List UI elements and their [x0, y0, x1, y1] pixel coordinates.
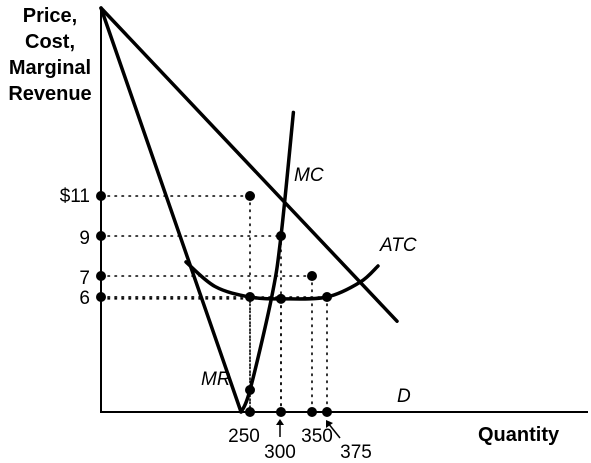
y-axis-label-line-3: Marginal	[9, 57, 91, 79]
x-axis-label: Quantity	[478, 424, 560, 446]
curve-label-d: D	[397, 386, 411, 407]
y-axis-label-line-1: Price,	[23, 5, 77, 27]
x-tick-label-375: 375	[340, 442, 372, 463]
point-3	[322, 292, 332, 302]
x-tick-dot-1	[276, 407, 286, 417]
point-6	[245, 385, 255, 395]
y-axis-label-line-4: Revenue	[8, 83, 91, 105]
x-tick-label-250: 250	[228, 426, 260, 447]
y-tick-dot-1	[96, 231, 106, 241]
y-tick-dot-0	[96, 191, 106, 201]
curve-label-atc: ATC	[379, 235, 417, 256]
point-0	[245, 191, 255, 201]
point-4	[245, 292, 255, 302]
y-tick-label-9: 9	[79, 228, 90, 249]
point-5	[276, 293, 286, 304]
y-tick-dot-2	[96, 271, 106, 281]
x-tick-label-350: 350	[301, 426, 333, 447]
x-tick-dot-2	[307, 407, 317, 417]
arrow-375-head	[326, 420, 333, 428]
curve-d	[99, 6, 399, 323]
y-tick-dot-3	[96, 292, 106, 302]
arrow-375-shaft	[327, 422, 341, 439]
x-tick-dot-0	[245, 407, 255, 417]
y-tick-label-6: 6	[79, 288, 90, 309]
y-tick-label-7: 7	[79, 268, 90, 289]
point-2	[307, 271, 317, 281]
curve-label-mr: MR	[201, 369, 231, 390]
y-axis-label-line-2: Cost,	[25, 31, 75, 53]
curve-mr	[99, 6, 243, 414]
y-tick-label-11: $11	[60, 186, 90, 207]
curves	[99, 6, 399, 414]
tick-marks	[96, 191, 332, 417]
curve-label-mc: MC	[294, 165, 324, 186]
arrow-300-head	[276, 419, 284, 425]
curve-mc	[239, 110, 296, 414]
curve-atc	[184, 260, 380, 301]
points	[245, 191, 332, 395]
point-1	[276, 231, 286, 241]
x-tick-label-300: 300	[264, 442, 296, 463]
x-tick-dot-3	[322, 407, 332, 417]
